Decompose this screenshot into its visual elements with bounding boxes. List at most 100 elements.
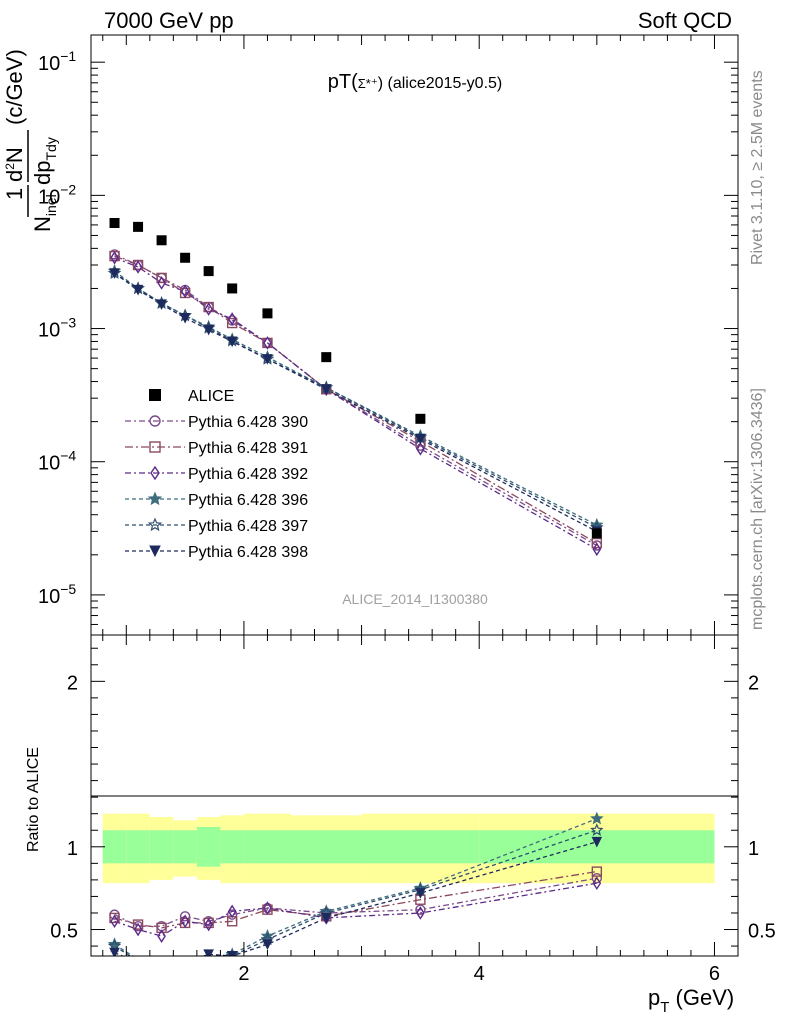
legend-marker-alice	[149, 389, 161, 401]
alice-data-point	[415, 413, 426, 424]
ratio-series-line	[114, 818, 598, 956]
main-series-point	[203, 324, 214, 336]
main-series-point	[227, 312, 237, 326]
main-series-line	[114, 253, 598, 547]
stat-band-segment	[290, 830, 362, 864]
main-series-line	[114, 272, 598, 532]
ratio-series-point	[109, 912, 120, 924]
main-series-line	[114, 272, 598, 529]
ratio-panel: 2 4 6 0.5 0.5 1 1 2 2 Ratio to ALICE pT (GeV)	[25, 634, 776, 1016]
main-series-point	[156, 299, 167, 310]
svg-text:dpTdy: dpTdy	[30, 137, 59, 185]
stat-band-segment	[102, 830, 127, 864]
x-tick-label: 6	[709, 963, 720, 985]
ratio-plot-frame	[90, 634, 739, 957]
ratio-y-tick-label-left: 0.5	[50, 921, 78, 943]
main-series-lines	[114, 253, 598, 550]
ratio-series-point	[227, 904, 237, 919]
legend-label: Pythia 6.428 398	[188, 544, 308, 561]
ratio-y-tick-label-right: 0.5	[748, 921, 776, 943]
main-series-point	[109, 268, 120, 279]
ratio-series-point	[156, 922, 167, 934]
ratio-series-point	[226, 951, 238, 956]
ratio-y-tick-label-right: 1	[748, 838, 759, 860]
svg-text:pT (GeV): pT (GeV)	[648, 985, 734, 1016]
stat-band-segment	[126, 830, 150, 864]
ratio-series-point	[204, 917, 213, 932]
svg-text:1: 1	[2, 188, 27, 200]
stat-band-segment	[220, 830, 244, 864]
process-label: Soft QCD	[638, 8, 732, 33]
legend-label: Pythia 6.428 397	[188, 518, 308, 535]
stat-band-segment	[243, 830, 291, 864]
legend-marker	[149, 545, 161, 558]
main-series-point	[132, 284, 144, 296]
legend-label: Pythia 6.428 396	[188, 492, 308, 509]
svg-text:d2N: d2N	[2, 147, 27, 182]
stat-band-segment	[149, 830, 174, 864]
main-series-point	[156, 272, 167, 284]
alice-data-point	[321, 352, 332, 363]
rivet-label: Rivet 3.1.10, ≥ 2.5M events	[749, 70, 766, 265]
ratio-series-point	[591, 873, 603, 884]
ratio-series-point	[416, 906, 425, 920]
ratio-series-point	[592, 876, 602, 890]
ratio-series-point	[263, 901, 272, 915]
main-series-point	[180, 284, 190, 299]
ratio-series-point	[591, 866, 603, 877]
y-tick-label: 10−5	[38, 581, 76, 608]
x-tick-label: 2	[238, 963, 249, 985]
ratio-series-point	[133, 922, 143, 937]
main-series-point	[110, 250, 119, 265]
legend-marker	[149, 441, 161, 453]
stat-band-segment	[173, 830, 197, 864]
main-series-line	[114, 255, 598, 544]
legend-label: Pythia 6.428 392	[188, 466, 308, 483]
ratio-series-lines	[114, 818, 598, 956]
y-tick-label: 10−3	[38, 315, 76, 342]
main-series-point	[133, 260, 143, 274]
main-series-markers	[107, 249, 604, 557]
x-tick-label: 4	[474, 963, 485, 985]
ratio-series-point	[591, 836, 603, 848]
x-axis-label: pT (GeV)	[648, 985, 734, 1016]
main-series-point	[262, 354, 273, 365]
ratio-y-label: Ratio to ALICE	[25, 747, 42, 852]
ratio-series-point	[262, 939, 273, 951]
main-series-point	[226, 336, 238, 348]
ratio-series-point	[180, 914, 190, 929]
main-series-point	[263, 336, 272, 350]
stat-band-segment	[196, 826, 221, 867]
main-series-point	[179, 313, 191, 324]
legend-label: Pythia 6.428 390	[188, 414, 308, 431]
ratio-y-tick-label-left: 1	[67, 838, 78, 860]
ratio-series-point	[109, 947, 120, 956]
ratio-uncertainty-band	[102, 813, 715, 884]
legend: ALICE Pythia 6.428 390 Pythia 6.428 391 Pyt…	[125, 388, 308, 561]
svg-text:(c/GeV): (c/GeV)	[2, 49, 27, 125]
main-series-point	[592, 542, 602, 557]
main-series-point	[591, 537, 603, 549]
ratio-series-point	[415, 888, 426, 899]
ratio-series-line	[114, 882, 597, 937]
alice-data-point	[203, 266, 214, 277]
energy-label: 7000 GeV pp	[104, 8, 234, 33]
ratio-series-point	[179, 911, 191, 922]
ratio-ticks: 2 4 6 0.5 0.5 1 1 2 2	[50, 635, 776, 985]
alice-data-point	[591, 528, 602, 539]
ratio-series-line	[114, 829, 598, 956]
main-series-line	[114, 270, 598, 526]
main-y-axis-label: 1 Ninel d2N dpTdy (c/GeV)	[2, 49, 59, 232]
main-series-point	[320, 384, 332, 395]
main-series-point	[416, 442, 425, 456]
main-panel: 10−1 10−2 10−3 10−4 10−5 pT(Σ*⁺) (alice2015-…	[2, 34, 739, 636]
legend-label-alice: ALICE	[188, 388, 234, 405]
ratio-series-point	[132, 919, 144, 930]
alice-data-point	[109, 218, 120, 229]
main-x-ticks	[102, 35, 739, 635]
y-tick-label: 10−2	[38, 181, 76, 208]
alice-data-point	[156, 235, 167, 246]
analysis-watermark: ALICE_2014_I1300380	[342, 591, 488, 607]
legend-marker	[150, 465, 160, 481]
ratio-series-point	[110, 914, 119, 929]
